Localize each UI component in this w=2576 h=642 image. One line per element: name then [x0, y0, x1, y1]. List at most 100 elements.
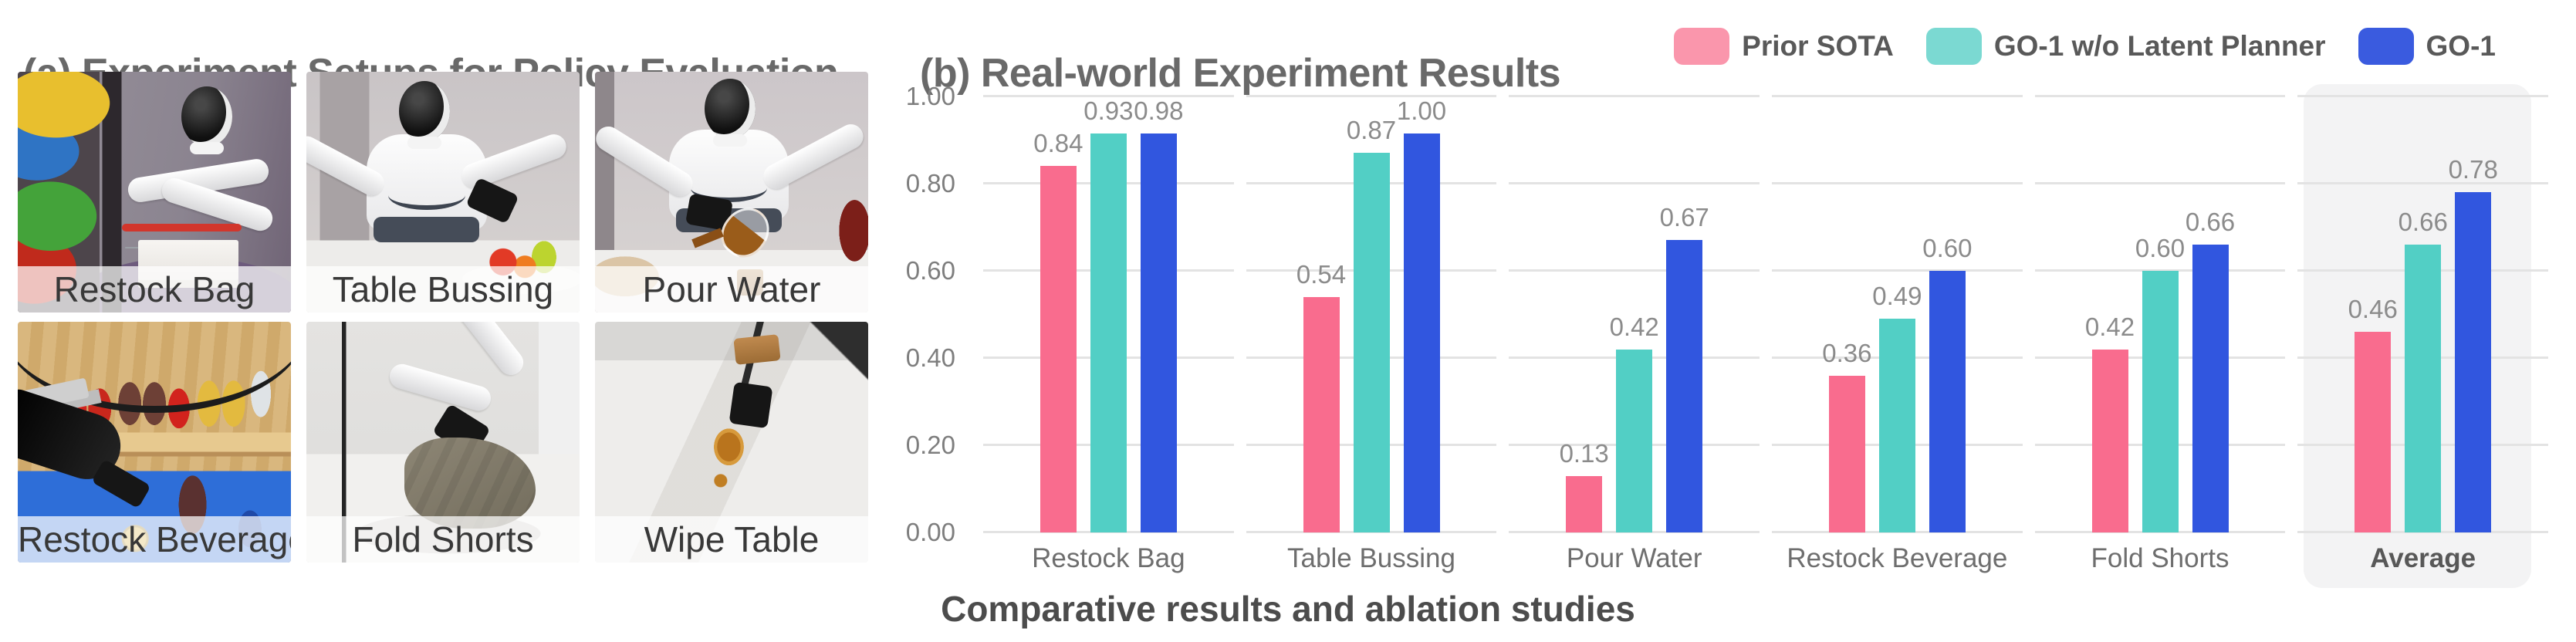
gridline — [2034, 269, 2286, 272]
legend-item: GO-1 w/o Latent Planner — [1925, 28, 2326, 65]
bar-column: 1.00 — [1397, 96, 1446, 532]
bar-group-pour-water: 0.13 0.42 0.67 Pour Water — [1503, 95, 1766, 573]
bar-go-1 — [1929, 271, 1966, 532]
y-axis-tick: 0.40 — [905, 343, 955, 372]
bar-go-1 — [1666, 240, 1703, 532]
setup-tile-restock-beverage: Restock Beverage — [18, 322, 291, 563]
gridline — [1772, 182, 2023, 184]
bar-group-fold-shorts: 0.42 0.60 0.66 Fold Shorts — [2029, 95, 2292, 573]
gridline — [1246, 95, 1497, 97]
setup-tile-pour-water: Pour Water — [595, 72, 868, 313]
setup-tile-table-bussing: Table Bussing — [306, 72, 580, 313]
gridline — [983, 95, 1234, 97]
legend-label: GO-1 — [2426, 30, 2496, 62]
bar-value-label: 0.87 — [1346, 116, 1397, 145]
bar-go-1 — [2455, 192, 2492, 532]
bar-go-1-w-o-latent-planner — [1090, 133, 1127, 532]
gridline — [1509, 95, 1760, 97]
bar-value-label: 0.66 — [2185, 208, 2236, 237]
setup-label: Restock Bag — [18, 266, 291, 313]
legend-item: GO-1 — [2358, 28, 2496, 65]
category-label: Restock Beverage — [1787, 543, 2008, 573]
bar-value-label: 0.93 — [1083, 96, 1134, 125]
bar-column: 0.60 — [2135, 96, 2185, 532]
bar-column: 0.13 — [1560, 96, 1609, 532]
bar-cluster: 0.36 0.49 0.60 — [1766, 96, 2029, 532]
bar-column: 0.84 — [1033, 96, 1083, 532]
cable — [18, 322, 291, 414]
bar-column: 0.93 — [1083, 96, 1133, 532]
category-label: Fold Shorts — [2091, 543, 2229, 573]
bar-cluster: 0.46 0.66 0.78 — [2291, 96, 2554, 532]
bar-value-label: 0.42 — [2084, 312, 2135, 341]
experiment-photo-grid: Restock Bag Table Bussing Pour Water — [18, 72, 868, 563]
gridline — [1772, 95, 2023, 97]
robot-head — [704, 79, 756, 147]
bar-value-label: 0.66 — [2398, 208, 2448, 237]
bar-go-1-w-o-latent-planner — [1616, 349, 1653, 532]
setup-tile-restock-bag: Restock Bag — [18, 72, 291, 313]
robot-gripper — [91, 459, 151, 509]
bar-value-label: 0.78 — [2448, 155, 2498, 184]
robot-arm — [434, 322, 529, 380]
bar-value-label: 0.60 — [2135, 234, 2186, 262]
bar-value-label: 0.13 — [1559, 438, 1609, 468]
bar-go-1 — [2192, 245, 2229, 532]
bar-go-1-w-o-latent-planner — [2142, 271, 2179, 532]
bar-value-label: 0.42 — [1609, 312, 1659, 341]
gridline — [2034, 95, 2286, 97]
chart-legend: Prior SOTA GO-1 w/o Latent Planner GO-1 — [1674, 28, 2496, 65]
legend-label: GO-1 w/o Latent Planner — [1993, 30, 2326, 62]
bar-go-1-w-o-latent-planner — [1878, 319, 1915, 532]
category-label: Average — [2370, 543, 2476, 573]
bar-group-restock-bag: 0.84 0.93 0.98 Restock Bag — [977, 95, 1240, 573]
sponge — [732, 333, 781, 365]
bar-column: 0.60 — [1922, 96, 1972, 532]
y-axis-tick: 0.80 — [905, 169, 955, 198]
panel-b-title: (b) Real-world Experiment Results — [920, 51, 1561, 96]
bar-column: 0.67 — [1660, 96, 1709, 532]
setup-label: Table Bussing — [306, 266, 580, 313]
bar-prior-sota — [1303, 296, 1340, 532]
setup-label: Wipe Table — [595, 516, 868, 563]
y-axis-tick: 0.60 — [905, 256, 955, 285]
bar-prior-sota — [2355, 332, 2392, 532]
bar-prior-sota — [1828, 375, 1865, 532]
bar-column: 0.66 — [2399, 96, 2448, 532]
bar-group-restock-beverage: 0.36 0.49 0.60 Restock Beverage — [1766, 95, 2029, 573]
bar-value-label: 0.60 — [1922, 234, 1973, 262]
shorts — [404, 437, 536, 529]
bar-value-label: 0.46 — [2348, 295, 2398, 324]
bar-go-1 — [1403, 133, 1440, 532]
bar-column: 0.66 — [2186, 96, 2235, 532]
bar-value-label: 0.98 — [1134, 96, 1184, 125]
setup-label: Restock Beverage — [18, 516, 291, 563]
bar-column: 0.46 — [2348, 96, 2398, 532]
bar-cluster: 0.54 0.87 1.00 — [1240, 96, 1503, 532]
bar-value-label: 0.54 — [1296, 259, 1347, 289]
bar-column: 0.54 — [1296, 96, 1346, 532]
setup-tile-wipe-table: Wipe Table — [595, 322, 868, 563]
shopping-cart — [121, 223, 242, 231]
bar-go-1 — [1140, 133, 1177, 532]
bar-prior-sota — [1040, 166, 1077, 532]
y-axis: 0.00 0.20 0.40 0.60 0.80 1.00 — [833, 82, 955, 546]
bar-go-1-w-o-latent-planner — [2405, 245, 2442, 532]
y-axis-tick: 1.00 — [905, 82, 955, 110]
y-axis-tick: 0.00 — [905, 518, 955, 546]
bar-column: 0.78 — [2449, 96, 2498, 532]
bar-plot: 0.84 0.93 0.98 Restock Bag 0.54 0.87 1.00 Table… — [977, 84, 2554, 588]
gridline — [2034, 182, 2286, 184]
legend-item: Prior SOTA — [1674, 28, 1894, 65]
bar-go-1-w-o-latent-planner — [1353, 153, 1390, 532]
y-axis-tick: 0.20 — [905, 431, 955, 459]
setup-tile-fold-shorts: Fold Shorts — [306, 322, 580, 563]
bar-column: 0.49 — [1872, 96, 1922, 532]
bar-value-label: 0.84 — [1033, 129, 1083, 158]
legend-swatch — [1925, 28, 1982, 65]
gridline — [1772, 269, 2023, 272]
category-label: Pour Water — [1566, 543, 1702, 573]
bar-column: 0.98 — [1134, 96, 1183, 532]
bar-prior-sota — [1566, 475, 1603, 532]
bar-cluster: 0.13 0.42 0.67 — [1503, 96, 1766, 532]
